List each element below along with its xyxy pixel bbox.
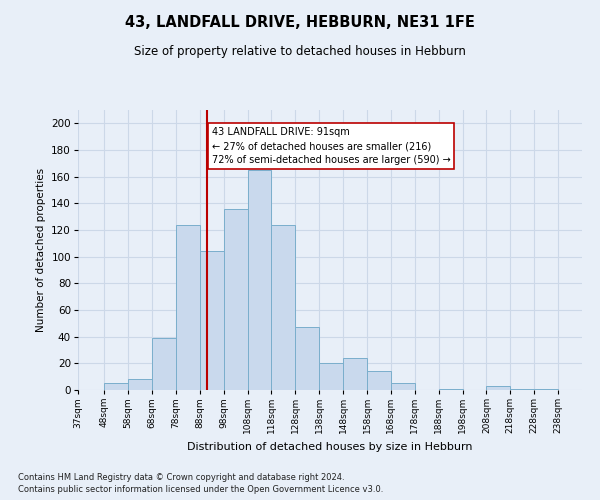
Bar (439, 388, 463, 390)
Bar (176, 224, 200, 390)
Bar (271, 224, 295, 390)
Bar (367, 372, 391, 390)
Y-axis label: Number of detached properties: Number of detached properties (36, 168, 46, 332)
Bar (248, 170, 271, 390)
Bar (200, 252, 224, 390)
Bar (104, 384, 128, 390)
Bar (128, 380, 152, 390)
Bar (391, 384, 415, 390)
Bar (343, 358, 367, 390)
Bar (319, 364, 343, 390)
Text: Contains HM Land Registry data © Crown copyright and database right 2024.: Contains HM Land Registry data © Crown c… (18, 472, 344, 482)
Bar (487, 386, 511, 390)
Text: 43 LANDFALL DRIVE: 91sqm
← 27% of detached houses are smaller (216)
72% of semi-: 43 LANDFALL DRIVE: 91sqm ← 27% of detach… (212, 128, 451, 166)
Bar (534, 388, 558, 390)
Bar (295, 328, 319, 390)
Bar (511, 388, 534, 390)
Text: Contains public sector information licensed under the Open Government Licence v3: Contains public sector information licen… (18, 485, 383, 494)
Text: Size of property relative to detached houses in Hebburn: Size of property relative to detached ho… (134, 45, 466, 58)
Bar (224, 208, 248, 390)
Text: 43, LANDFALL DRIVE, HEBBURN, NE31 1FE: 43, LANDFALL DRIVE, HEBBURN, NE31 1FE (125, 15, 475, 30)
Bar (152, 338, 176, 390)
Text: Distribution of detached houses by size in Hebburn: Distribution of detached houses by size … (187, 442, 473, 452)
